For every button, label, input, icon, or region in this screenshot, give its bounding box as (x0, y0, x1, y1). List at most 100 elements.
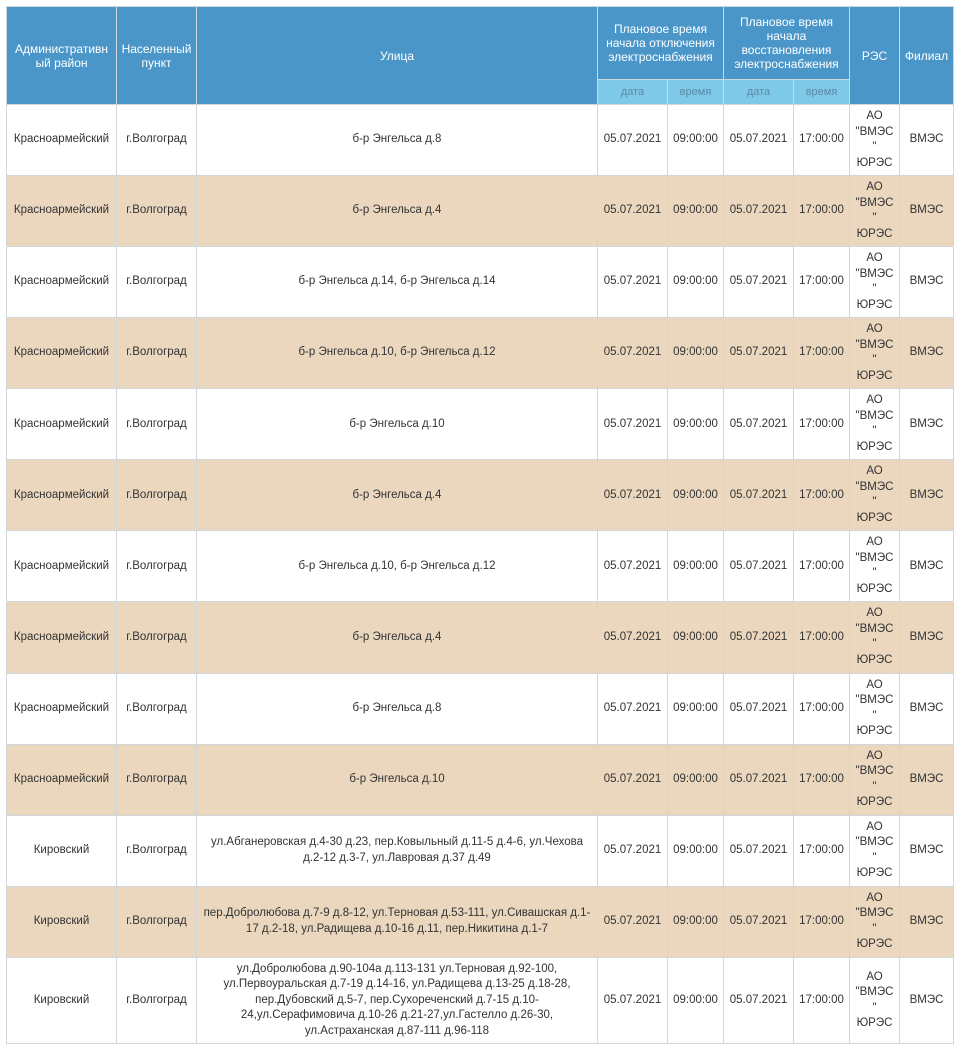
cell-branch: ВМЭС (900, 886, 954, 957)
cell-street: ул.Абганеровская д.4-30 д.23, пер.Ковыль… (197, 815, 598, 886)
cell-district: Красноармейский (7, 531, 117, 602)
cell-res: АО "ВМЭС" ЮРЭС (850, 602, 900, 673)
cell-off-date: 05.07.2021 (597, 744, 667, 815)
table-row: Красноармейскийг.Волгоградб-р Энгельса д… (7, 744, 954, 815)
cell-off-date: 05.07.2021 (597, 531, 667, 602)
cell-off-time: 09:00:00 (667, 957, 723, 1044)
cell-locality: г.Волгоград (117, 318, 197, 389)
cell-off-time: 09:00:00 (667, 886, 723, 957)
cell-off-time: 09:00:00 (667, 673, 723, 744)
table-row: Красноармейскийг.Волгоградб-р Энгельса д… (7, 176, 954, 247)
cell-district: Красноармейский (7, 318, 117, 389)
cell-off-time: 09:00:00 (667, 105, 723, 176)
cell-branch: ВМЭС (900, 318, 954, 389)
cell-locality: г.Волгоград (117, 247, 197, 318)
table-row: Кировскийг.Волгоградул.Абганеровская д.4… (7, 815, 954, 886)
cell-locality: г.Волгоград (117, 460, 197, 531)
cell-branch: ВМЭС (900, 389, 954, 460)
cell-district: Красноармейский (7, 602, 117, 673)
cell-district: Красноармейский (7, 105, 117, 176)
table-row: Красноармейскийг.Волгоградб-р Энгельса д… (7, 602, 954, 673)
cell-on-time: 17:00:00 (793, 105, 849, 176)
cell-locality: г.Волгоград (117, 531, 197, 602)
cell-off-time: 09:00:00 (667, 247, 723, 318)
table-body: Красноармейскийг.Волгоградб-р Энгельса д… (7, 105, 954, 1044)
cell-street: б-р Энгельса д.4 (197, 602, 598, 673)
cell-on-time: 17:00:00 (793, 389, 849, 460)
cell-street: пер.Добролюбова д.7-9 д.8-12, ул.Тернова… (197, 886, 598, 957)
col-header-res: РЭС (850, 7, 900, 105)
table-row: Красноармейскийг.Волгоградб-р Энгельса д… (7, 105, 954, 176)
cell-on-date: 05.07.2021 (723, 744, 793, 815)
cell-district: Красноармейский (7, 460, 117, 531)
col-header-locality: Населенный пункт (117, 7, 197, 105)
cell-locality: г.Волгоград (117, 815, 197, 886)
cell-locality: г.Волгоград (117, 176, 197, 247)
cell-on-date: 05.07.2021 (723, 318, 793, 389)
cell-on-date: 05.07.2021 (723, 886, 793, 957)
cell-street: б-р Энгельса д.4 (197, 176, 598, 247)
cell-branch: ВМЭС (900, 815, 954, 886)
table-row: Красноармейскийг.Волгоградб-р Энгельса д… (7, 389, 954, 460)
cell-on-time: 17:00:00 (793, 957, 849, 1044)
cell-street: б-р Энгельса д.14, б-р Энгельса д.14 (197, 247, 598, 318)
cell-branch: ВМЭС (900, 247, 954, 318)
cell-on-time: 17:00:00 (793, 318, 849, 389)
cell-on-time: 17:00:00 (793, 531, 849, 602)
cell-off-time: 09:00:00 (667, 744, 723, 815)
cell-locality: г.Волгоград (117, 744, 197, 815)
table-header: Административный район Населенный пункт … (7, 7, 954, 105)
cell-on-date: 05.07.2021 (723, 957, 793, 1044)
cell-res: АО "ВМЭС" ЮРЭС (850, 531, 900, 602)
cell-street: б-р Энгельса д.8 (197, 673, 598, 744)
cell-street: б-р Энгельса д.8 (197, 105, 598, 176)
cell-street: б-р Энгельса д.10 (197, 389, 598, 460)
table-row: Красноармейскийг.Волгоградб-р Энгельса д… (7, 531, 954, 602)
cell-on-date: 05.07.2021 (723, 673, 793, 744)
cell-off-time: 09:00:00 (667, 176, 723, 247)
cell-district: Кировский (7, 815, 117, 886)
col-header-planned-on: Плановое время начала восстановления эле… (723, 7, 849, 80)
cell-res: АО "ВМЭС" ЮРЭС (850, 105, 900, 176)
cell-on-date: 05.07.2021 (723, 105, 793, 176)
cell-locality: г.Волгоград (117, 886, 197, 957)
cell-branch: ВМЭС (900, 673, 954, 744)
cell-on-date: 05.07.2021 (723, 176, 793, 247)
cell-on-time: 17:00:00 (793, 886, 849, 957)
cell-on-time: 17:00:00 (793, 176, 849, 247)
cell-branch: ВМЭС (900, 105, 954, 176)
col-subheader-off-date: дата (597, 80, 667, 105)
cell-on-time: 17:00:00 (793, 247, 849, 318)
cell-res: АО "ВМЭС" ЮРЭС (850, 815, 900, 886)
cell-off-date: 05.07.2021 (597, 460, 667, 531)
table-row: Красноармейскийг.Волгоградб-р Энгельса д… (7, 460, 954, 531)
cell-on-time: 17:00:00 (793, 602, 849, 673)
cell-res: АО "ВМЭС" ЮРЭС (850, 247, 900, 318)
cell-on-date: 05.07.2021 (723, 815, 793, 886)
col-subheader-on-time: время (793, 80, 849, 105)
cell-branch: ВМЭС (900, 176, 954, 247)
cell-off-date: 05.07.2021 (597, 957, 667, 1044)
cell-on-time: 17:00:00 (793, 673, 849, 744)
cell-district: Красноармейский (7, 389, 117, 460)
cell-res: АО "ВМЭС" ЮРЭС (850, 389, 900, 460)
table-row: Красноармейскийг.Волгоградб-р Энгельса д… (7, 673, 954, 744)
cell-locality: г.Волгоград (117, 602, 197, 673)
col-header-district: Административный район (7, 7, 117, 105)
cell-street: б-р Энгельса д.10 (197, 744, 598, 815)
cell-res: АО "ВМЭС" ЮРЭС (850, 886, 900, 957)
cell-district: Красноармейский (7, 673, 117, 744)
col-header-branch: Филиал (900, 7, 954, 105)
col-subheader-off-time: время (667, 80, 723, 105)
cell-street: б-р Энгельса д.4 (197, 460, 598, 531)
cell-res: АО "ВМЭС" ЮРЭС (850, 460, 900, 531)
cell-off-date: 05.07.2021 (597, 389, 667, 460)
cell-off-time: 09:00:00 (667, 460, 723, 531)
cell-off-date: 05.07.2021 (597, 673, 667, 744)
cell-res: АО "ВМЭС" ЮРЭС (850, 957, 900, 1044)
cell-off-date: 05.07.2021 (597, 247, 667, 318)
cell-res: АО "ВМЭС" ЮРЭС (850, 318, 900, 389)
col-subheader-on-date: дата (723, 80, 793, 105)
cell-district: Красноармейский (7, 247, 117, 318)
cell-on-date: 05.07.2021 (723, 389, 793, 460)
